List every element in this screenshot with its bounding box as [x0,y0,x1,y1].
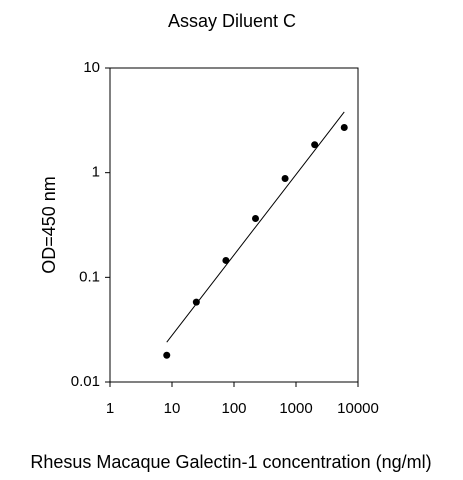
chart-title: Assay Diluent C [168,11,296,31]
y-axis-label: OD=450 nm [39,176,59,274]
y-tick-label: 10 [83,59,100,76]
y-tick-label: 0.1 [79,268,100,285]
data-point [222,256,230,264]
data-point [340,124,348,132]
data-point [281,174,289,182]
x-tick-label: 1 [106,400,114,417]
y-tick-label: 0.01 [71,373,100,390]
x-axis-label: Rhesus Macaque Galectin-1 concentration … [30,452,431,472]
x-tick-label: 100 [221,400,246,417]
data-point [163,351,171,359]
plot-frame [109,67,359,383]
x-tick-label: 10 [164,400,181,417]
x-tick-label: 1000 [279,400,312,417]
x-tick-label: 10000 [337,400,379,417]
data-point [192,298,200,306]
y-tick-label: 1 [92,164,100,181]
data-point [311,141,319,149]
data-point [251,214,259,222]
